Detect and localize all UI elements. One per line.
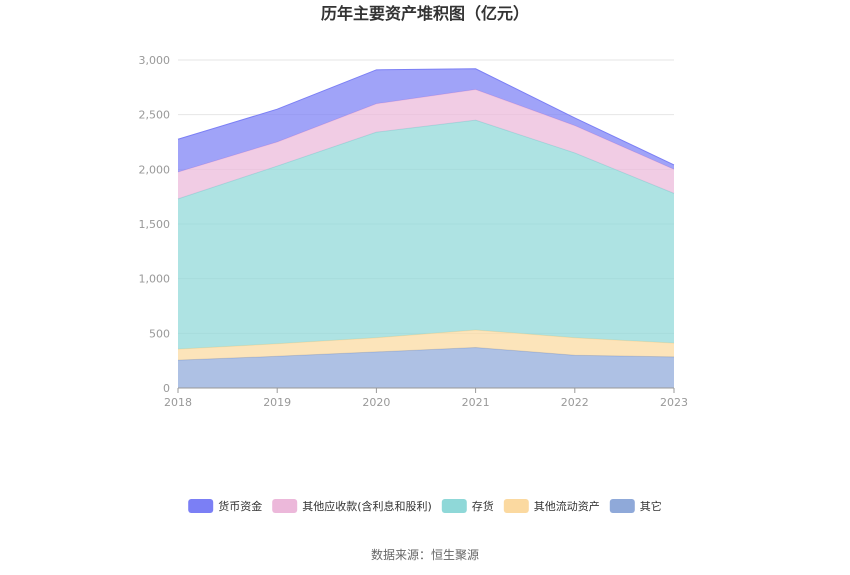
- legend-label: 其他应收款(含利息和股利): [302, 499, 432, 513]
- legend-item[interactable]: 其他流动资产: [503, 499, 600, 513]
- axes: 0 500 1,000 1,500 2,000 2,500 3,000 2018 2019 202…: [139, 54, 689, 409]
- x-tick-label: 2023: [660, 396, 688, 409]
- legend-item[interactable]: 其它: [609, 499, 662, 513]
- area-series-4: [178, 68, 674, 173]
- area-series: [177, 68, 675, 388]
- x-tick-label: 2019: [263, 396, 291, 409]
- legend: 货币资金 其他应收款(含利息和股利) 存货 其他流动资产 其它: [188, 499, 662, 513]
- area-series-0: [178, 347, 674, 388]
- legend-swatch: [441, 499, 467, 513]
- y-tick-label: 500: [149, 327, 170, 340]
- legend-item[interactable]: 存货: [441, 499, 494, 513]
- y-tick-label: 2,000: [139, 163, 171, 176]
- legend-swatch: [609, 499, 635, 513]
- legend-label: 货币资金: [218, 499, 262, 513]
- legend-item[interactable]: 其他应收款(含利息和股利): [272, 499, 432, 513]
- x-tick-label: 2020: [362, 396, 390, 409]
- legend-label: 存货: [472, 499, 494, 513]
- legend-label: 其它: [640, 499, 662, 513]
- area-series-2: [178, 120, 674, 350]
- legend-label: 其他流动资产: [534, 499, 600, 513]
- legend-item[interactable]: 货币资金: [188, 499, 262, 513]
- x-tick-label: 2022: [561, 396, 589, 409]
- legend-swatch: [272, 499, 298, 513]
- legend-swatch: [188, 499, 214, 513]
- y-tick-label: 3,000: [139, 54, 171, 67]
- area-series-edge-4: [177, 68, 675, 166]
- legend-swatch: [503, 499, 529, 513]
- x-tick-label: 2018: [164, 396, 192, 409]
- x-tick-label: 2021: [462, 396, 490, 409]
- y-tick-label: 0: [163, 382, 170, 395]
- chart-title: 历年主要资产堆积图（亿元）: [321, 4, 529, 23]
- y-tick-label: 1,000: [139, 273, 171, 286]
- data-source-note: 数据来源：恒生聚源: [371, 547, 479, 562]
- y-tick-label: 2,500: [139, 109, 171, 122]
- area-series-1: [178, 330, 674, 361]
- y-tick-label: 1,500: [139, 218, 171, 231]
